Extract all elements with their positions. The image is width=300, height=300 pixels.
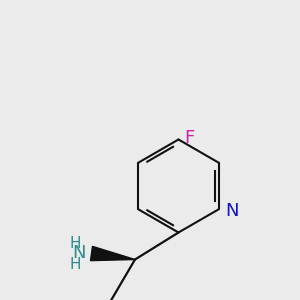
Text: N: N xyxy=(72,244,85,262)
Polygon shape xyxy=(91,246,135,261)
Text: N: N xyxy=(225,202,239,220)
Text: F: F xyxy=(184,129,195,147)
Text: H: H xyxy=(69,236,81,250)
Text: H: H xyxy=(69,257,81,272)
